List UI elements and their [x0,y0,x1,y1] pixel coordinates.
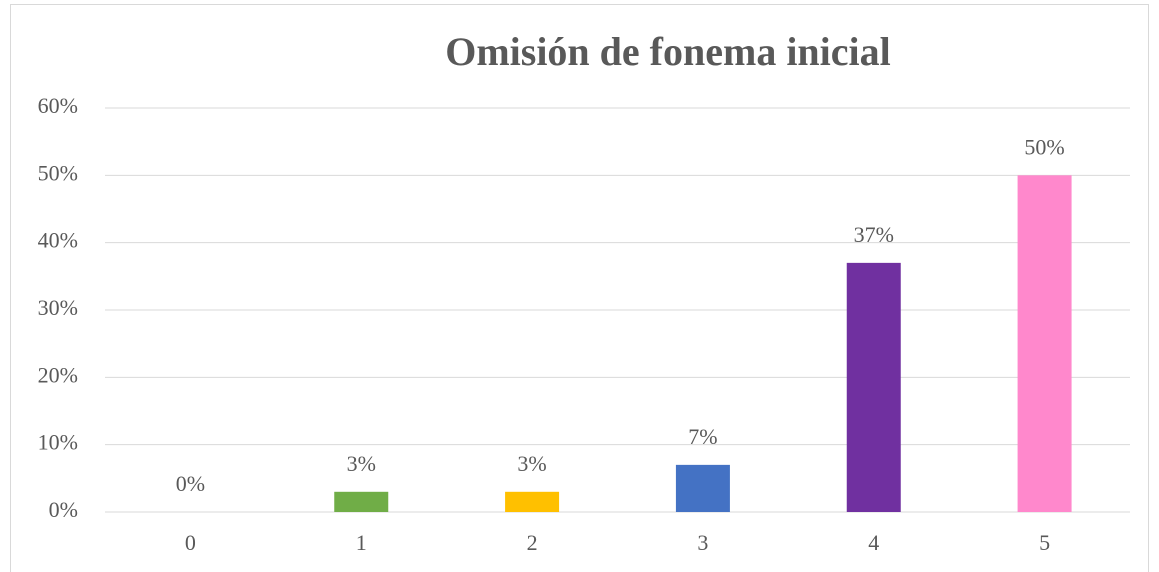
x-tick-label: 4 [868,530,879,555]
data-label: 37% [854,222,894,247]
data-label: 3% [517,451,546,476]
bar [846,262,901,512]
y-tick-label: 10% [38,430,78,455]
data-label: 3% [347,451,376,476]
x-tick-label: 5 [1039,530,1050,555]
y-tick-label: 50% [38,160,78,185]
y-tick-label: 20% [38,362,78,387]
x-tick-label: 3 [697,530,708,555]
bar [1017,175,1072,513]
bar [675,464,730,512]
x-tick-label: 2 [527,530,538,555]
bar [334,491,389,512]
data-label: 50% [1024,134,1064,159]
chart-title: Omisión de fonema inicial [445,29,891,74]
x-tick-label: 0 [185,530,196,555]
y-tick-label: 40% [38,228,78,253]
y-tick-label: 0% [49,497,78,522]
bar [505,491,560,512]
data-label: 0% [176,471,205,496]
y-tick-label: 30% [38,295,78,320]
chart-border [10,4,1149,572]
data-label: 7% [688,424,717,449]
x-tick-label: 1 [356,530,367,555]
y-tick-label: 60% [38,93,78,118]
